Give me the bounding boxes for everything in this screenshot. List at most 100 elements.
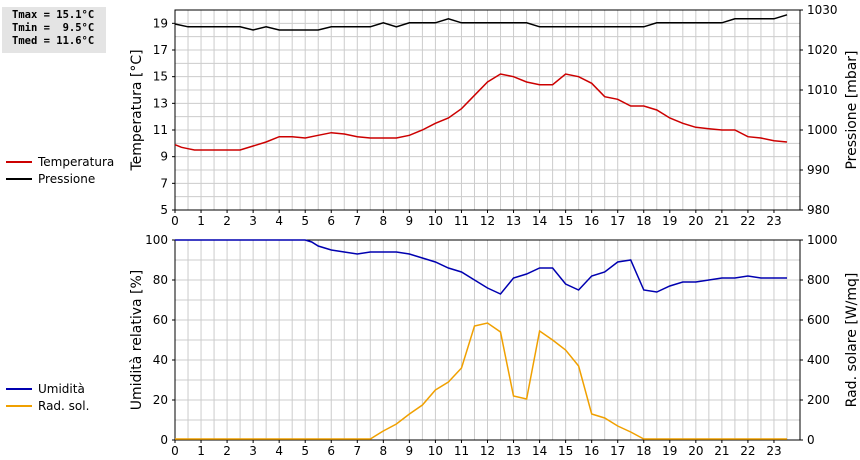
humidity-solar-panel: 0 1 2 3 4 5 6 7 8 9 10 11 12 13 14 15 16 17 18 19 20 21 22 2302… [129, 233, 860, 458]
x-tick-label: 16 [584, 214, 599, 228]
x-tick-label: 20 [688, 444, 703, 458]
x-tick-label: 19 [662, 444, 677, 458]
y-tick-label: 7 [160, 176, 168, 190]
x-tick-label: 6 [327, 444, 335, 458]
tmax-label: Tmax = 15.1°C [12, 9, 95, 21]
y-tick-label: 19 [153, 16, 168, 30]
legend-item-pressure: Pressione [6, 170, 114, 187]
x-tick-label: 10 [428, 444, 443, 458]
x-tick-label: 6 [327, 214, 335, 228]
x-tick-label: 2 [223, 214, 231, 228]
x-tick-label: 22 [740, 444, 755, 458]
y2-axis-label: Pressione [mbar] [844, 50, 860, 169]
legend-bottom-items: Umidità Rad. sol. [6, 380, 89, 414]
legend-item-temperature: Temperatura [6, 153, 114, 170]
y2-tick-label: 980 [807, 203, 830, 217]
y-axis-label: Umidità relativa [%] [129, 270, 145, 411]
x-tick-label: 23 [766, 214, 781, 228]
x-tick-label: 14 [532, 444, 547, 458]
humidity-swatch [6, 387, 32, 390]
x-tick-label: 18 [636, 444, 651, 458]
y2-tick-label: 0 [807, 433, 815, 447]
x-tick-label: 8 [380, 214, 388, 228]
y-tick-label: 15 [153, 70, 168, 84]
x-tick-label: 3 [249, 214, 257, 228]
x-tick-label: 5 [301, 214, 309, 228]
y-tick-label: 5 [160, 203, 168, 217]
x-tick-label: 0 [171, 444, 179, 458]
tmed-label: Tmed = 11.6°C [12, 35, 95, 47]
legend-label: Pressione [38, 171, 96, 186]
x-tick-label: 9 [406, 444, 414, 458]
x-tick-label: 13 [506, 444, 521, 458]
legend-label: Rad. sol. [38, 398, 90, 413]
solar-swatch [6, 404, 32, 407]
x-tick-label: 7 [353, 214, 361, 228]
x-tick-label: 17 [610, 444, 625, 458]
x-tick-label: 7 [353, 444, 361, 458]
y2-tick-label: 1010 [807, 83, 838, 97]
y-tick-label: 60 [153, 313, 168, 327]
x-tick-label: 1 [197, 444, 205, 458]
x-tick-label: 8 [380, 444, 388, 458]
legend-label: Temperatura [38, 154, 115, 169]
x-tick-label: 21 [714, 214, 729, 228]
y2-tick-label: 990 [807, 163, 830, 177]
y2-tick-label: 800 [807, 273, 830, 287]
y2-tick-label: 1020 [807, 43, 838, 57]
x-tick-label: 2 [223, 444, 231, 458]
y2-tick-label: 600 [807, 313, 830, 327]
series-line-temperatura [174, 73, 788, 151]
legend-label: Umidità [38, 381, 85, 396]
x-tick-label: 22 [740, 214, 755, 228]
x-tick-label: 11 [454, 214, 469, 228]
x-tick-label: 0 [171, 214, 179, 228]
x-tick-label: 20 [688, 214, 703, 228]
x-tick-label: 9 [406, 214, 414, 228]
y2-tick-label: 400 [807, 353, 830, 367]
x-tick-label: 16 [584, 444, 599, 458]
x-tick-label: 3 [249, 444, 257, 458]
y-tick-label: 40 [153, 353, 168, 367]
y-tick-label: 20 [153, 393, 168, 407]
y-tick-label: 17 [153, 43, 168, 57]
x-tick-label: 12 [480, 214, 495, 228]
series-line-pressione [174, 14, 788, 31]
legend-top: Temperatura Pressione [6, 153, 114, 187]
y2-tick-label: 1000 [807, 123, 838, 137]
y-tick-label: 100 [145, 233, 168, 247]
y-tick-label: 11 [153, 123, 168, 137]
y-tick-label: 0 [160, 433, 168, 447]
legend-item-humidity: Umidità [6, 380, 89, 397]
temp-pressure-panel: 0 1 2 3 4 5 6 7 8 9 10 11 12 13 14 15 16 17 18 19 20 21 22 2357… [129, 3, 860, 228]
x-tick-label: 15 [558, 444, 573, 458]
x-tick-label: 4 [275, 214, 283, 228]
x-tick-label: 15 [558, 214, 573, 228]
x-tick-label: 1 [197, 214, 205, 228]
y2-tick-label: 200 [807, 393, 830, 407]
x-tick-label: 10 [428, 214, 443, 228]
y-tick-label: 9 [160, 150, 168, 164]
y2-tick-label: 1030 [807, 3, 838, 17]
x-tick-label: 4 [275, 444, 283, 458]
x-tick-label: 13 [506, 214, 521, 228]
temperature-swatch [6, 160, 32, 163]
series-line-rad-sol- [175, 322, 787, 440]
y2-axis-label: Rad. solare [W/mq] [844, 273, 860, 408]
y2-tick-label: 1000 [807, 233, 838, 247]
series-line-umidit- [175, 239, 787, 295]
stats-box: Tmax = 15.1°C Tmin = 9.5°C Tmed = 11.6°C [2, 7, 106, 53]
y-axis-label: Temperatura [°C] [129, 49, 145, 171]
legend-item-solar: Rad. sol. [6, 397, 89, 414]
y-tick-label: 13 [153, 96, 168, 110]
x-tick-label: 11 [454, 444, 469, 458]
pressure-swatch [6, 177, 32, 180]
x-tick-label: 19 [662, 214, 677, 228]
tmin-label: Tmin = 9.5°C [12, 22, 95, 34]
x-tick-label: 12 [480, 444, 495, 458]
x-tick-label: 5 [301, 444, 309, 458]
x-tick-label: 18 [636, 214, 651, 228]
x-tick-label: 14 [532, 214, 547, 228]
x-tick-label: 23 [766, 444, 781, 458]
